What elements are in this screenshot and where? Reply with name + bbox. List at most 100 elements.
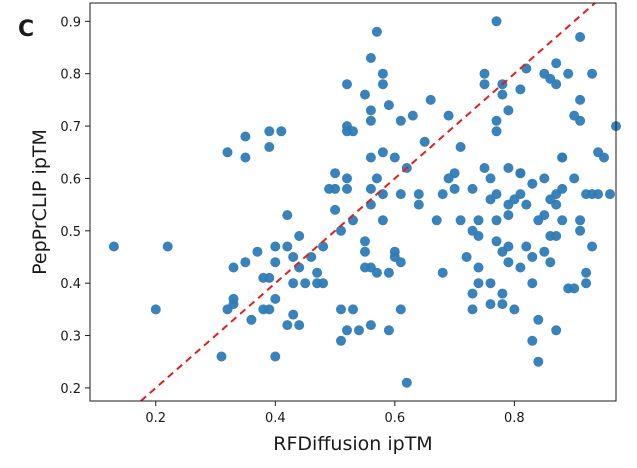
data-point-154	[539, 173, 550, 184]
data-point-101	[455, 215, 466, 226]
data-point-166	[551, 325, 562, 336]
data-point-6	[228, 262, 239, 273]
data-point-178	[575, 115, 586, 126]
data-point-2	[162, 241, 173, 252]
data-point-88	[401, 377, 412, 388]
data-point-112	[479, 79, 490, 90]
data-point-120	[491, 115, 502, 126]
data-point-27	[282, 320, 293, 331]
data-point-77	[383, 100, 394, 111]
data-point-52	[342, 325, 352, 336]
data-point-119	[491, 16, 502, 27]
data-point-47	[342, 79, 352, 90]
data-point-186	[587, 241, 598, 252]
plot-area	[89, 2, 621, 402]
data-point-20	[270, 241, 281, 252]
data-point-99	[449, 168, 460, 179]
y-tick-label: 0.7	[60, 120, 81, 135]
data-point-106	[467, 288, 478, 299]
data-point-135	[503, 257, 514, 268]
data-point-160	[545, 257, 556, 268]
data-point-0	[108, 241, 119, 252]
data-point-180	[575, 225, 586, 236]
data-point-103	[461, 252, 472, 262]
data-point-69	[371, 26, 382, 37]
data-point-42	[330, 183, 341, 194]
identity-reference-line	[140, 2, 596, 402]
data-point-59	[360, 246, 370, 257]
data-point-115	[485, 173, 496, 184]
y-tick-label: 0.3	[60, 330, 81, 345]
y-tick-label: 0.8	[60, 68, 81, 83]
data-point-118	[485, 299, 496, 310]
x-tick-label: 0.8	[504, 411, 525, 426]
data-point-18	[264, 272, 275, 283]
data-point-92	[419, 136, 430, 147]
data-point-156	[539, 246, 550, 257]
data-point-80	[389, 152, 400, 163]
data-point-138	[515, 84, 526, 95]
data-point-169	[557, 183, 568, 194]
data-point-25	[282, 210, 293, 221]
x-axis-label: RFDiffusion ipTM	[273, 433, 432, 455]
data-point-36	[312, 267, 323, 278]
data-point-114	[479, 163, 490, 173]
data-point-83	[395, 115, 406, 126]
data-point-188	[593, 189, 604, 200]
data-point-183	[581, 278, 592, 289]
data-point-109	[473, 231, 484, 241]
data-point-140	[515, 168, 526, 179]
data-point-34	[300, 278, 311, 289]
data-point-145	[521, 241, 532, 252]
data-point-31	[294, 231, 305, 241]
y-tick-label: 0.5	[60, 225, 81, 240]
x-tick-label: 0.4	[265, 411, 286, 426]
data-point-124	[491, 236, 502, 247]
data-point-75	[377, 189, 388, 200]
data-point-78	[383, 267, 394, 278]
data-point-177	[575, 94, 586, 105]
data-point-176	[575, 32, 586, 42]
data-point-144	[521, 199, 532, 210]
data-point-190	[605, 189, 615, 200]
x-tick-label: 0.6	[384, 411, 405, 426]
data-point-12	[246, 314, 257, 325]
data-point-96	[437, 267, 448, 278]
data-point-33	[294, 320, 305, 331]
data-point-53	[348, 126, 358, 137]
data-point-126	[497, 89, 508, 100]
data-point-94	[431, 215, 442, 226]
data-point-174	[569, 173, 580, 184]
data-point-16	[264, 126, 275, 137]
data-point-26	[282, 241, 293, 252]
data-point-54	[348, 215, 358, 226]
data-point-155	[539, 210, 550, 221]
y-tick-label: 0.2	[60, 382, 81, 397]
x-axis-ticks: 0.2 0.4 0.6 0.8	[145, 401, 525, 426]
y-axis-label: PepPrCLIP ipTM	[29, 129, 51, 275]
data-point-90	[413, 189, 424, 200]
data-point-142	[515, 262, 526, 273]
data-point-46	[336, 335, 346, 346]
data-point-89	[407, 110, 418, 121]
data-point-73	[377, 79, 388, 90]
data-point-107	[467, 304, 478, 315]
data-point-56	[354, 325, 364, 336]
data-point-3	[216, 351, 227, 362]
data-point-10	[240, 152, 251, 163]
data-point-148	[527, 278, 538, 289]
data-point-24	[276, 126, 287, 137]
data-point-111	[473, 278, 484, 289]
data-point-76	[377, 215, 388, 226]
data-point-164	[551, 199, 562, 210]
data-point-74	[377, 147, 388, 158]
data-point-182	[581, 267, 592, 278]
data-point-44	[336, 225, 346, 236]
data-point-122	[491, 189, 502, 200]
data-point-151	[533, 314, 544, 325]
data-point-11	[240, 257, 251, 268]
data-point-55	[348, 304, 358, 315]
data-point-66	[365, 199, 376, 210]
